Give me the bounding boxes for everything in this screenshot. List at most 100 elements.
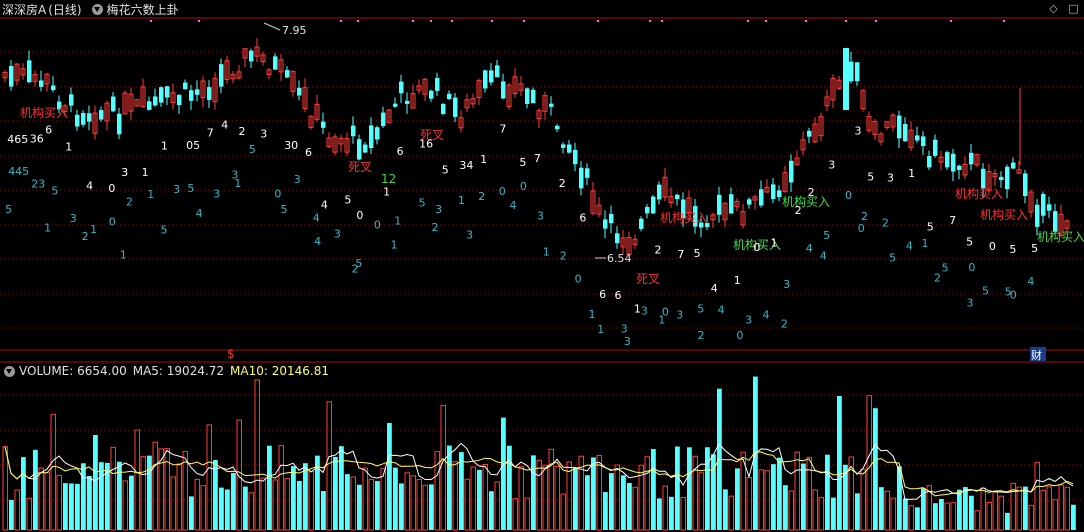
candle-down — [999, 176, 1004, 181]
signal-label: 机构买入 — [660, 210, 708, 225]
volume-bar-down — [957, 489, 962, 530]
indicator-name[interactable]: 梅花六数上卦 — [106, 2, 179, 17]
candle-up — [476, 80, 482, 99]
period-label: (日线) — [48, 2, 82, 17]
candle-down — [1005, 166, 1010, 190]
digit-label: 4 — [711, 282, 718, 295]
volume-bar-up — [236, 419, 242, 531]
digit-label: 1 — [922, 237, 929, 250]
candle-down — [75, 114, 80, 127]
volume-bar-down — [117, 461, 122, 530]
digit-label: 4 — [906, 239, 913, 252]
volume-bar-down — [393, 467, 398, 530]
restore-icon[interactable]: ◇ — [1049, 2, 1058, 15]
candle-up — [800, 139, 806, 151]
digit-label: 3 — [783, 278, 790, 291]
candle-down — [405, 100, 410, 104]
candle-down — [183, 82, 188, 90]
top-marker-dot — [765, 20, 767, 22]
candle-down — [207, 87, 212, 101]
volume-bar-up — [1040, 489, 1046, 531]
digit-label: 2 — [559, 177, 566, 190]
maximize-icon[interactable]: □ — [1068, 2, 1079, 15]
volume-bar-up — [14, 489, 20, 531]
candle-up — [782, 172, 788, 193]
digit-label: 3 — [231, 169, 238, 182]
candle-up — [824, 96, 830, 107]
candle-down — [525, 88, 530, 104]
candle-down — [435, 77, 440, 91]
digit-label: 3 — [173, 183, 180, 196]
digit-label: 5 — [1009, 243, 1016, 256]
volume-bar-down — [837, 396, 842, 530]
candle-up — [590, 190, 596, 214]
top-marker-dot — [845, 20, 847, 22]
volume-bar-up — [182, 451, 188, 531]
digit-label: 5 — [927, 220, 934, 233]
volume-bar-down — [345, 474, 350, 530]
digit-label: 5 — [161, 223, 168, 236]
candle-down — [393, 103, 398, 107]
volume-bar-down — [969, 495, 974, 530]
digit-label: 1 — [147, 188, 154, 201]
candle-down — [651, 196, 656, 214]
digit-label: 3 — [745, 314, 752, 327]
signal-label: 机构买入 — [782, 194, 830, 209]
volume-bar-down — [801, 463, 806, 530]
volume-bar-down — [375, 481, 380, 530]
volume-bar-up — [566, 461, 572, 531]
candle-up — [938, 156, 944, 163]
volume-bar-up — [554, 466, 560, 531]
candle-up — [830, 77, 836, 101]
volume-bar-up — [284, 478, 290, 531]
digit-label: 1 — [234, 177, 241, 190]
digit-label: 0 — [109, 215, 116, 228]
candle-up — [470, 98, 476, 105]
volume-bar-up — [134, 429, 140, 531]
candle-up — [866, 115, 872, 131]
candle-up — [740, 211, 746, 226]
candle-down — [357, 139, 362, 160]
volume-bar-down — [1071, 504, 1076, 530]
volume-bar-up — [164, 448, 170, 531]
candle-up — [794, 157, 800, 166]
candle-down — [1023, 173, 1028, 196]
digit-label: 3 — [855, 125, 862, 138]
candle-down — [1035, 204, 1040, 227]
digit-label: 1 — [44, 222, 51, 235]
volume-header: VOLUME: 6654.00 MA5: 19024.72 MA10: 2014… — [0, 362, 335, 380]
volume-bar-up — [110, 446, 116, 531]
digit-label: 4 — [806, 242, 813, 255]
digit-label: 2 — [861, 210, 868, 223]
volume-bar-up — [440, 404, 446, 531]
volume-bar-up — [512, 498, 518, 531]
volume-bar-down — [531, 455, 536, 530]
candle-down — [567, 144, 572, 153]
indicator-dropdown-icon[interactable] — [91, 3, 103, 15]
volume-bar-up — [860, 468, 866, 531]
digit-label: 7 — [499, 122, 506, 135]
digit-label: 0 — [753, 241, 760, 254]
digit-label: 6 — [397, 145, 404, 158]
candle-down — [969, 152, 974, 165]
digit-label: 1 — [480, 153, 487, 166]
signal-label: 死叉 — [348, 160, 372, 174]
candle-up — [878, 133, 884, 143]
candle-up — [302, 87, 308, 109]
candle-down — [429, 90, 434, 99]
volume-bar-down — [777, 457, 782, 530]
digit-label: 4 — [762, 309, 769, 322]
ma10-label: MA10: 20146.81 — [230, 364, 329, 378]
candle-up — [536, 110, 542, 120]
candle-down — [915, 135, 920, 141]
candle-down — [249, 50, 254, 62]
candle-up — [200, 80, 206, 99]
volume-bar-up — [56, 474, 62, 531]
volume-bar-down — [339, 446, 344, 530]
volume-dropdown-icon[interactable] — [4, 365, 15, 377]
candle-down — [933, 139, 938, 156]
volume-bar-down — [477, 469, 482, 530]
candle-down — [585, 168, 590, 178]
volume-bar-down — [321, 491, 326, 530]
